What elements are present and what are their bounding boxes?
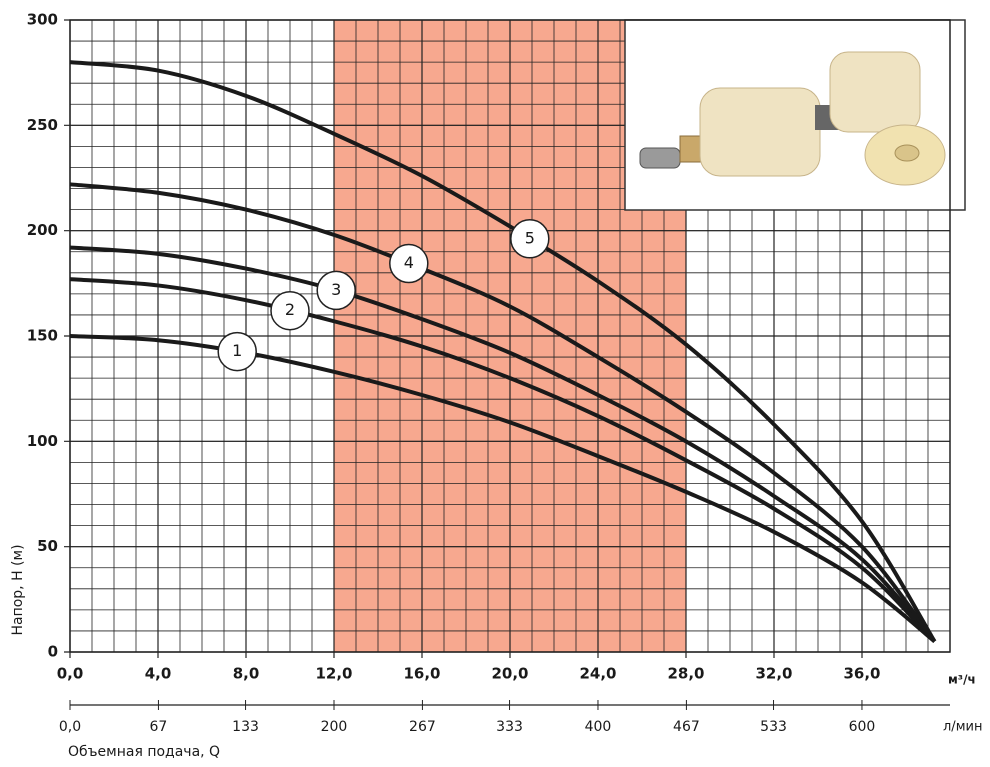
y-tick-label: 200 [27, 221, 58, 239]
x2-tick-label: 600 [849, 719, 876, 735]
series-label: 1 [232, 341, 242, 360]
series-label-badge [389, 243, 429, 284]
series-label: 3 [331, 280, 341, 299]
x-tick-label: 28,0 [667, 665, 704, 683]
y-axis-label: Напор, Н (м) [10, 544, 26, 635]
curve [69, 182, 937, 643]
series-label-badge [510, 219, 550, 259]
series-label: 5 [525, 228, 535, 247]
x-tick-label: 0,0 [57, 665, 84, 683]
y-tick-label: 50 [37, 537, 58, 555]
y-tick-label: 250 [27, 116, 58, 134]
x2-tick-label: 67 [150, 719, 168, 735]
series-label: 4 [404, 253, 414, 272]
series-label-badge [316, 270, 356, 311]
x-axis-label: Объемная подача, Q [68, 744, 220, 760]
series-label-badge [217, 331, 257, 372]
x-tick-label: 32,0 [755, 665, 792, 683]
x2-tick-label: 400 [585, 719, 612, 735]
y-tick-label: 150 [27, 327, 58, 345]
x-tick-label: 36,0 [843, 665, 880, 683]
curve [69, 277, 937, 643]
product-photo [624, 19, 966, 211]
x-tick-label: 24,0 [579, 665, 616, 683]
y-tick-label: 100 [27, 432, 58, 450]
y-tick-label: 0 [48, 643, 58, 661]
series-label-badge [270, 290, 310, 331]
x2-tick-label: 333 [496, 719, 523, 735]
x2-tick-label: 267 [409, 719, 436, 735]
curve [69, 245, 937, 643]
x2-tick-label: 533 [760, 719, 787, 735]
x-tick-label: 20,0 [491, 665, 528, 683]
y-tick-label: 300 [27, 11, 58, 29]
x2-unit: л/мин [943, 720, 982, 735]
series-label: 2 [285, 300, 295, 319]
x2-tick-label: 200 [321, 719, 348, 735]
x2-tick-label: 467 [673, 719, 700, 735]
x-tick-label: 12,0 [315, 665, 352, 683]
x-tick-label: 4,0 [145, 665, 172, 683]
x2-tick-label: 133 [232, 719, 259, 735]
x-tick-label: 16,0 [403, 665, 440, 683]
x2-tick-label: 0,0 [59, 719, 81, 735]
x-tick-label: 8,0 [233, 665, 260, 683]
x-unit: м³/ч [948, 673, 976, 687]
